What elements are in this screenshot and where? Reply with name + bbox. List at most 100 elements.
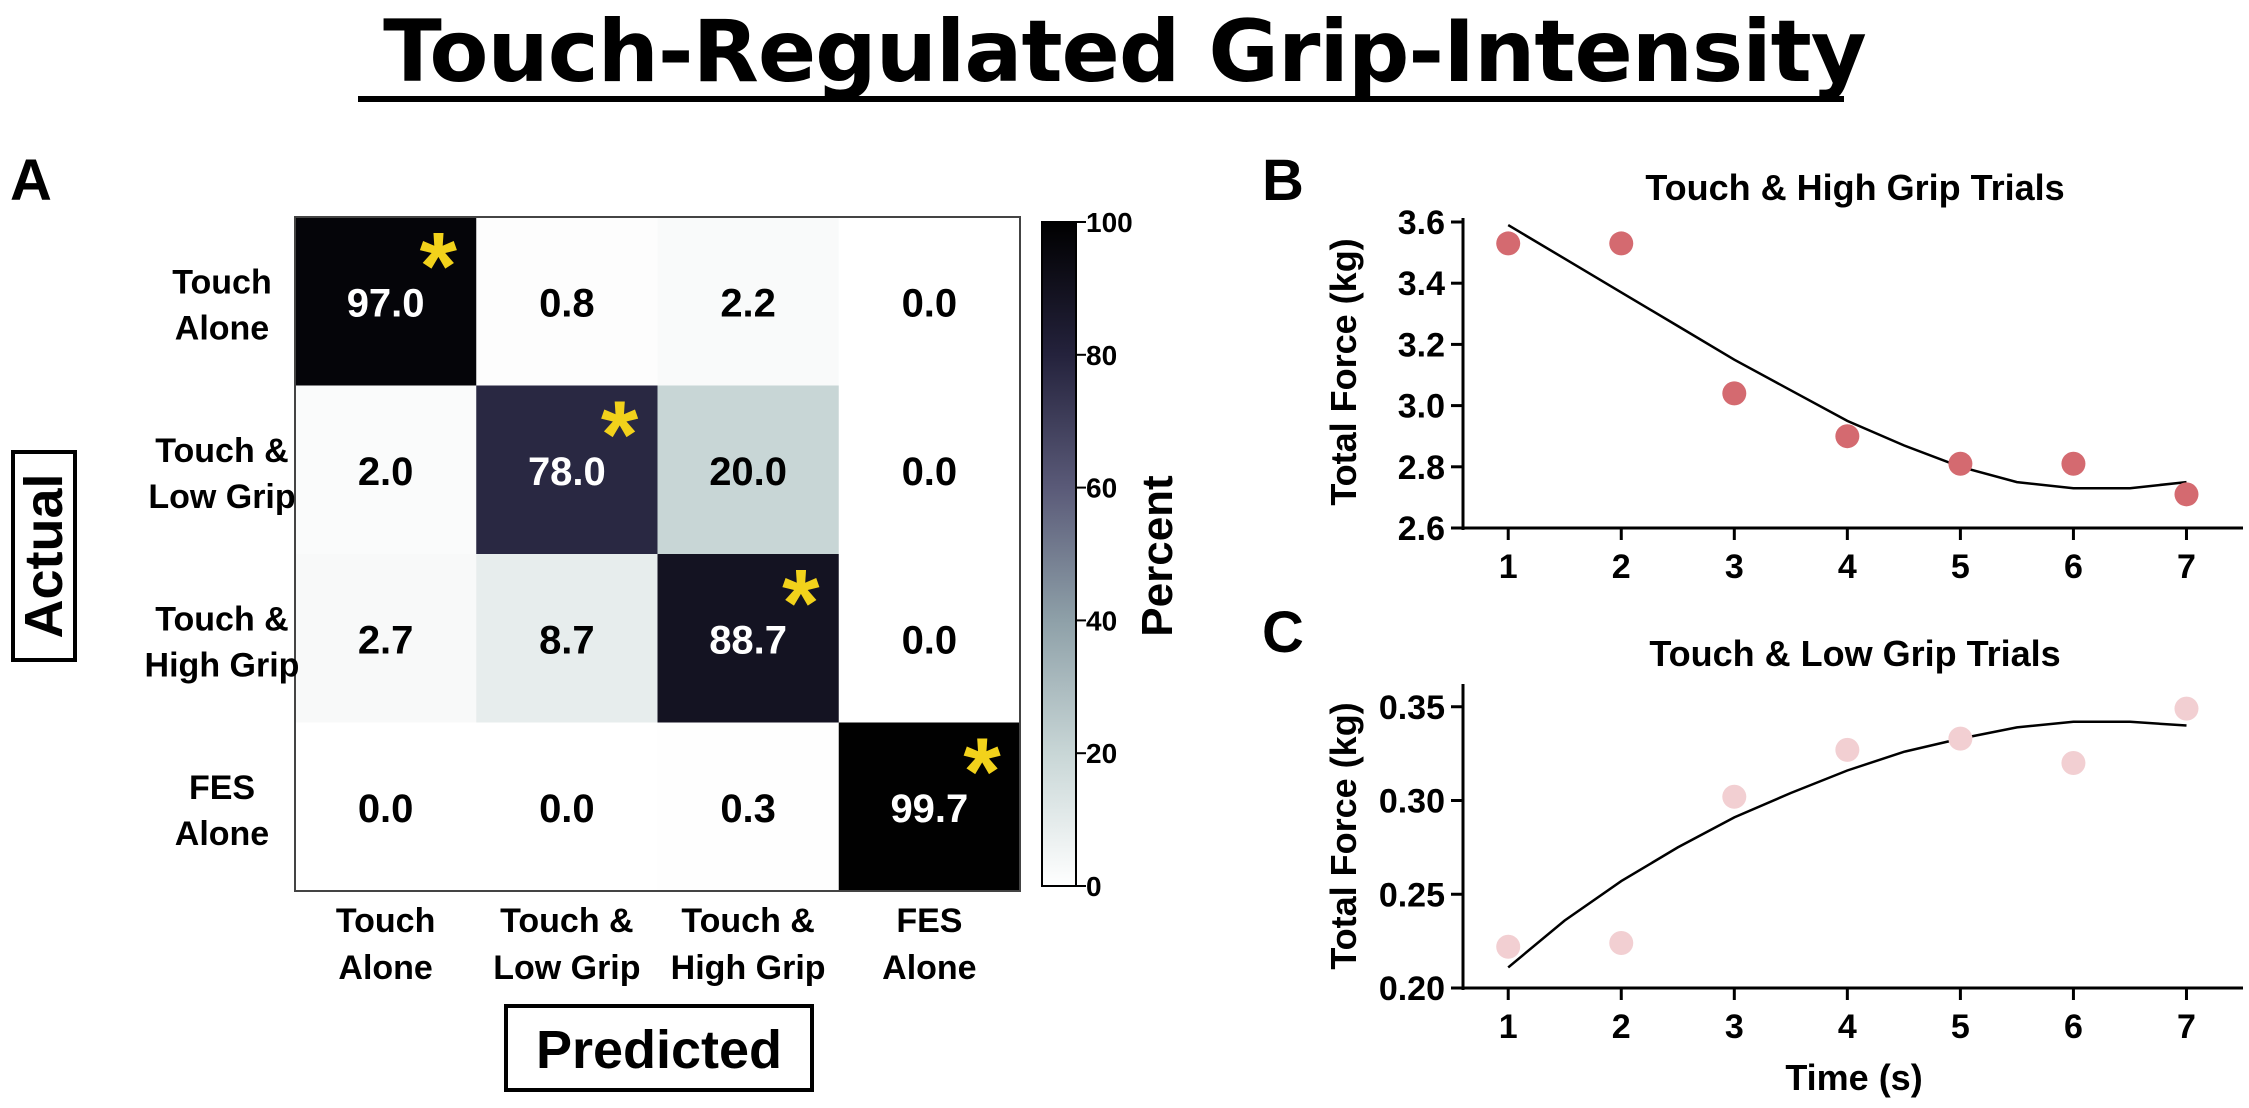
y-tick-label: 3.6 [1398,204,1445,242]
heatmap-cell [657,722,840,892]
panel-c-x-ticks: 1 2 3 4 5 6 7 [1499,988,2196,1046]
x-tick-label: 1 [1499,1008,1518,1046]
column-category-label: Touch & [500,902,633,940]
column-category-label: Alone [882,949,976,987]
row-category-label: Touch & [155,600,288,638]
heatmap-cell [838,385,1021,555]
heatmap-value-label: 2.7 [358,618,414,662]
actual-label-box [11,450,77,662]
panel-c-title: Touch & Low Grip Trials [1649,633,2060,674]
y-tick-label: 0.20 [1379,970,1445,1008]
row-category-label: High Grip [145,646,300,684]
panel-label-b: B [1262,148,1304,213]
data-point [1722,784,1747,809]
heatmap-value-label: 0.0 [902,450,958,494]
x-tick-label: 4 [1838,548,1857,586]
heatmap-cell [295,722,477,892]
heatmap-cell [657,217,840,387]
heatmap-value-labels: 97.0 0.8 2.2 0.0 2.0 78.0 20.0 0.0 2.7 8.7 88.7 0.0… [347,281,969,831]
row-category-label: Touch [172,263,271,301]
panel-c-scatter: Touch & Low Grip Trials 0.20 0.25 0.30 0.35… [1323,633,2243,1098]
y-tick-label: 2.8 [1398,449,1445,487]
heatmap-cell [295,554,477,724]
y-tick-label: 3.4 [1398,265,1445,303]
column-category-label: Alone [338,949,432,987]
heatmap-value-label: 97.0 [347,281,425,325]
data-point [2061,751,2086,775]
heatmap-value-label: 99.7 [890,787,968,831]
heatmap-value-label: 2.2 [720,281,776,325]
heatmap-value-label: 0.8 [539,281,595,325]
significance-star: * [420,213,458,320]
x-tick-label: 2 [1612,548,1631,586]
heatmap-cell [295,217,477,387]
heatmap-cells [295,217,1021,892]
panel-b-title: Touch & High Grip Trials [1645,167,2064,208]
row-category-labels: Touch Alone Touch & Low Grip Touch & High Gri… [145,263,300,853]
y-tick-label: 0.25 [1379,876,1445,914]
data-point [1496,231,1521,256]
data-point [1835,737,1860,762]
significance-star: * [963,719,1001,826]
figure-title: Touch-Regulated Grip-Intensity [383,2,1867,102]
title-underline [358,96,1844,102]
heatmap-cell [838,722,1021,892]
heatmap-value-label: 0.0 [358,787,414,831]
heatmap-value-label: 78.0 [528,450,606,494]
colorbar-tick-label: 40 [1086,605,1117,636]
row-category-label: FES [189,769,255,807]
heatmap-cell [476,554,659,724]
x-tick-label: 6 [2064,1008,2083,1046]
y-axis-label: Actual [14,473,74,638]
column-category-label: Low Grip [493,949,640,987]
colorbar-tick-label: 60 [1086,473,1117,504]
panel-b-y-axis-label: Total Force (kg) [1323,238,1364,505]
heatmap-cell [476,722,659,892]
column-category-label: Touch & [681,902,814,940]
confusion-matrix: 97.0 0.8 2.2 0.0 2.0 78.0 20.0 0.0 2.7 8.7 88.7 0.0… [11,207,1182,1092]
x-tick-label: 1 [1499,548,1518,586]
data-point [2174,482,2199,507]
colorbar-tick-label: 20 [1086,738,1117,769]
data-point [1948,726,1973,751]
data-point [2174,696,2199,721]
heatmap-cell [657,554,840,724]
row-category-label: Alone [175,309,269,347]
heatmap-value-label: 20.0 [709,450,787,494]
colorbar-tick-label: 80 [1086,340,1117,371]
colorbar-ticks: 0 20 40 60 80 100 [1076,207,1133,902]
y-tick-label: 0.35 [1379,689,1445,727]
significance-markers: * * * * [420,213,1002,826]
panel-label-a: A [10,148,52,213]
panel-c-fit-curve [1507,720,2187,969]
data-point [1609,931,1634,955]
heatmap-cell [838,217,1021,387]
x-tick-label: 6 [2064,548,2083,586]
heatmap-value-label: 8.7 [539,618,595,662]
row-category-label: Alone [175,815,269,853]
y-tick-label: 0.30 [1379,783,1445,821]
significance-star: * [601,382,639,489]
y-tick-label: 3.0 [1398,388,1445,426]
panel-b-data-points [1496,231,2199,507]
panel-c-x-axis-label: Time (s) [1785,1057,1922,1098]
column-category-label: Touch [336,902,435,940]
x-tick-label: 2 [1612,1008,1631,1046]
panel-b-fit-curve [1507,224,2187,490]
predicted-label-box [504,1004,814,1092]
data-point [2061,451,2086,476]
x-axis-label: Predicted [536,1020,782,1080]
x-tick-label: 7 [2177,1008,2196,1046]
heatmap-cell [476,385,659,555]
panel-label-c: C [1262,600,1304,665]
data-point [1948,451,1973,476]
heatmap-cell [476,217,659,387]
heatmap-value-label: 2.0 [358,450,414,494]
heatmap-cell [295,385,477,555]
column-category-label: High Grip [671,949,826,987]
panel-b-x-ticks: 1 2 3 4 5 6 7 [1499,528,2196,586]
row-category-label: Touch & [155,432,288,470]
column-category-label: FES [896,902,962,940]
